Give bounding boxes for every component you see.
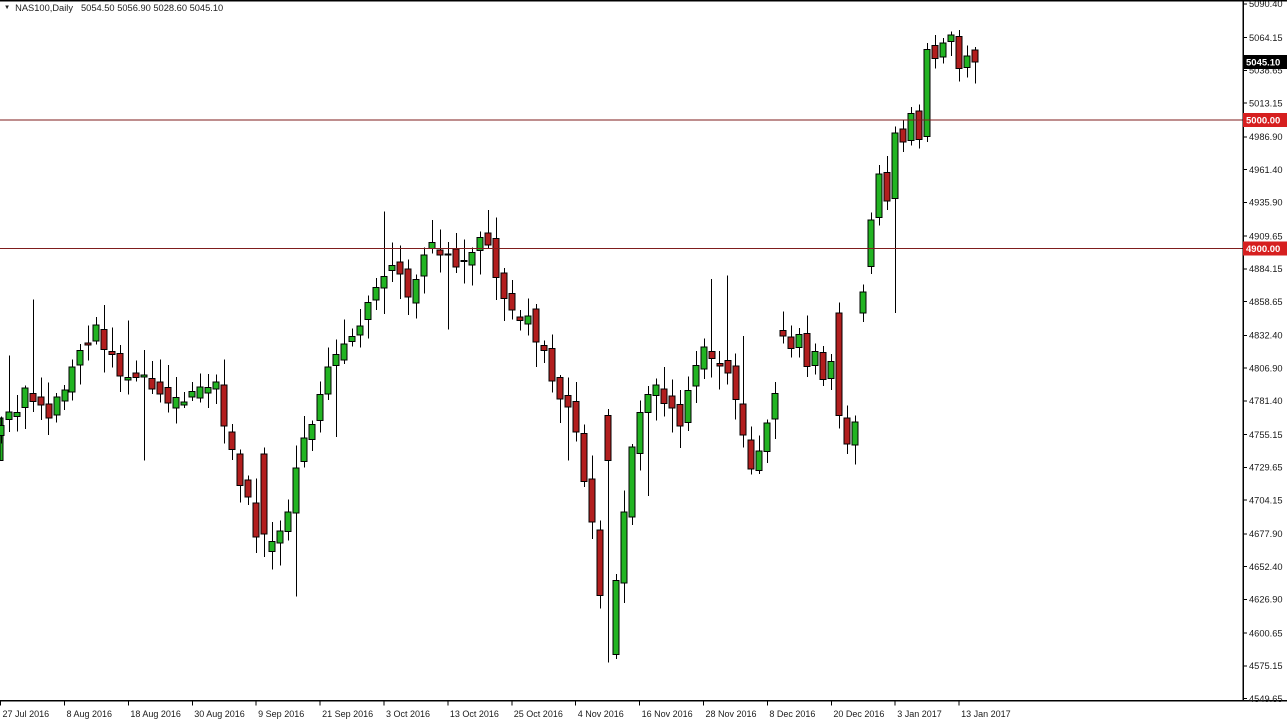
svg-text:16 Nov 2016: 16 Nov 2016 (642, 709, 693, 719)
svg-text:8 Dec 2016: 8 Dec 2016 (769, 709, 815, 719)
svg-text:5000.00: 5000.00 (1246, 116, 1280, 127)
svg-text:4704.15: 4704.15 (1249, 495, 1283, 505)
svg-text:4935.90: 4935.90 (1249, 198, 1283, 208)
svg-text:4626.90: 4626.90 (1249, 595, 1283, 605)
svg-text:4832.40: 4832.40 (1249, 331, 1283, 341)
svg-text:4806.90: 4806.90 (1249, 363, 1283, 373)
svg-text:13 Jan 2017: 13 Jan 2017 (961, 709, 1011, 719)
svg-text:28 Nov 2016: 28 Nov 2016 (706, 709, 757, 719)
svg-text:3 Jan 2017: 3 Jan 2017 (897, 709, 942, 719)
svg-text:25 Oct 2016: 25 Oct 2016 (514, 709, 563, 719)
svg-text:4677.90: 4677.90 (1249, 529, 1283, 539)
svg-text:4909.65: 4909.65 (1249, 231, 1283, 241)
svg-text:4781.40: 4781.40 (1249, 396, 1283, 406)
svg-text:4884.15: 4884.15 (1249, 264, 1283, 274)
svg-text:4652.40: 4652.40 (1249, 562, 1283, 572)
svg-text:3 Oct 2016: 3 Oct 2016 (386, 709, 430, 719)
svg-text:4961.40: 4961.40 (1249, 165, 1283, 175)
svg-text:27 Jul 2016: 27 Jul 2016 (3, 709, 50, 719)
svg-text:4900.00: 4900.00 (1246, 244, 1280, 255)
svg-text:8 Aug 2016: 8 Aug 2016 (66, 709, 112, 719)
svg-text:30 Aug 2016: 30 Aug 2016 (194, 709, 245, 719)
svg-text:9 Sep 2016: 9 Sep 2016 (258, 709, 304, 719)
svg-text:5064.15: 5064.15 (1249, 33, 1283, 43)
svg-text:5045.10: 5045.10 (1246, 58, 1280, 69)
svg-text:20 Dec 2016: 20 Dec 2016 (833, 709, 884, 719)
svg-text:4729.65: 4729.65 (1249, 463, 1283, 473)
svg-text:13 Oct 2016: 13 Oct 2016 (450, 709, 499, 719)
svg-text:4575.15: 4575.15 (1249, 661, 1283, 671)
svg-text:4755.15: 4755.15 (1249, 430, 1283, 440)
svg-text:4549.65: 4549.65 (1249, 694, 1283, 704)
svg-text:4986.90: 4986.90 (1249, 132, 1283, 142)
svg-text:4600.65: 4600.65 (1249, 628, 1283, 638)
svg-text:4 Nov 2016: 4 Nov 2016 (578, 709, 624, 719)
svg-text:4858.65: 4858.65 (1249, 297, 1283, 307)
svg-text:21 Sep 2016: 21 Sep 2016 (322, 709, 373, 719)
svg-text:18 Aug 2016: 18 Aug 2016 (130, 709, 181, 719)
svg-text:5013.15: 5013.15 (1249, 98, 1283, 108)
